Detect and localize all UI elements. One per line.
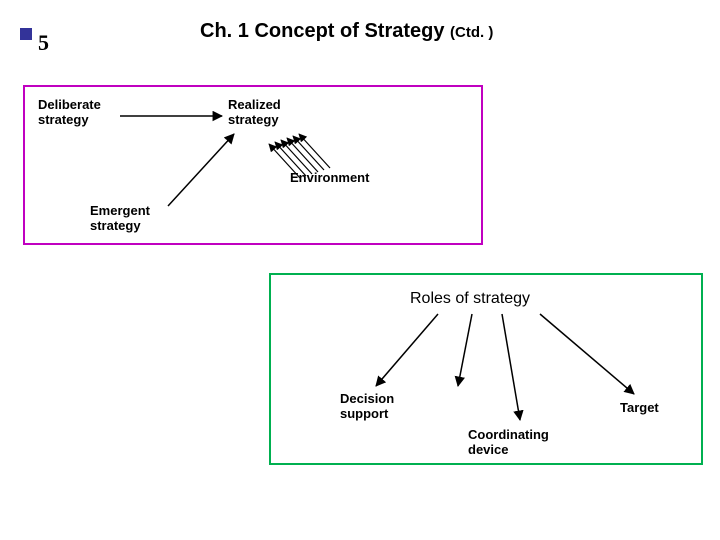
slide-title: Ch. 1 Concept of Strategy (Ctd. ) bbox=[200, 20, 493, 43]
node-coordinating: Coordinating device bbox=[468, 428, 549, 458]
node-emergent: Emergent strategy bbox=[90, 204, 150, 234]
title-bullet bbox=[20, 28, 32, 40]
diagram-canvas bbox=[0, 0, 720, 540]
slide-number: 5 bbox=[38, 30, 49, 56]
node-deliberate: Deliberate strategy bbox=[38, 98, 101, 128]
node-environment: Environment bbox=[290, 170, 369, 185]
node-target: Target bbox=[620, 400, 659, 415]
slide-title-suffix: (Ctd. ) bbox=[450, 24, 493, 41]
slide-title-main: Ch. 1 Concept of Strategy bbox=[200, 20, 450, 42]
node-roles: Roles of strategy bbox=[410, 290, 530, 308]
node-decision: Decision support bbox=[340, 392, 394, 422]
node-realized: Realized strategy bbox=[228, 98, 281, 128]
